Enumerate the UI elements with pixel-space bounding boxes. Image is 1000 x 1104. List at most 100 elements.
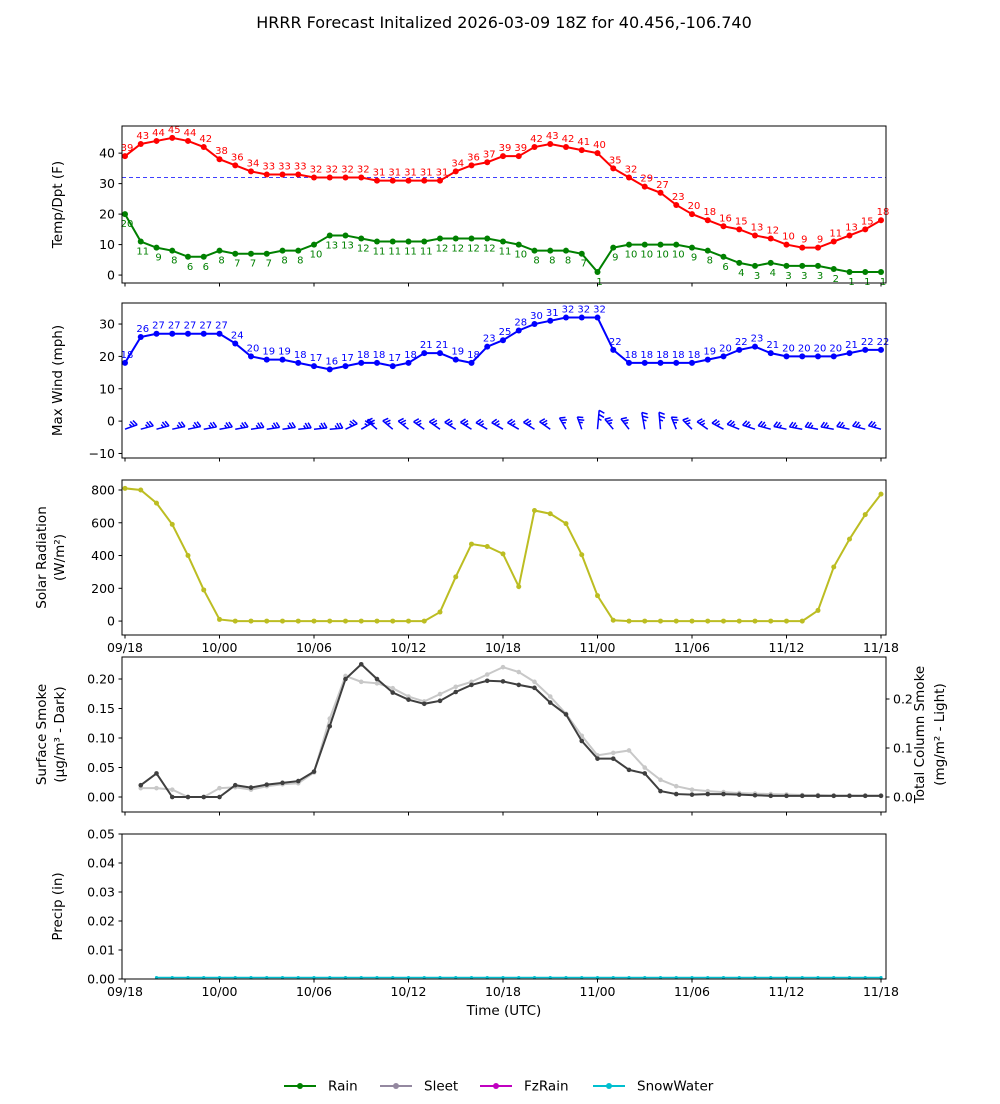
data-point	[295, 171, 302, 178]
data-point	[201, 794, 207, 800]
chart-title: HRRR Forecast Initalized 2026-03-09 18Z …	[256, 13, 752, 32]
data-point	[532, 685, 537, 691]
point-label: 17	[341, 353, 354, 364]
point-label: 18	[294, 350, 307, 361]
data-point	[328, 975, 332, 980]
data-point	[374, 676, 380, 682]
data-point	[216, 247, 223, 254]
point-label: 20	[829, 343, 842, 354]
point-label: 20	[247, 343, 260, 354]
wind-barb	[397, 417, 409, 430]
y-tick-label: 600	[91, 515, 115, 530]
point-label: 32	[577, 305, 590, 316]
data-point	[200, 253, 207, 260]
data-point	[342, 232, 349, 239]
wind-barb	[507, 418, 520, 430]
data-point	[610, 750, 616, 756]
data-point	[453, 574, 459, 580]
data-point	[846, 269, 853, 276]
data-point	[720, 353, 727, 360]
data-point	[846, 232, 853, 239]
data-point	[279, 356, 286, 363]
wind-barb	[757, 420, 771, 430]
point-label: 36	[231, 152, 244, 163]
point-label: 32	[625, 165, 638, 176]
wind-barb	[576, 416, 585, 430]
data-point	[405, 238, 412, 245]
wind-barb	[156, 420, 170, 430]
data-point	[847, 536, 852, 542]
point-label: 21	[766, 340, 779, 351]
data-point	[248, 353, 254, 360]
data-point	[154, 500, 159, 506]
data-point	[153, 137, 160, 144]
data-point	[311, 241, 317, 248]
point-label: 19	[278, 347, 291, 358]
data-point	[358, 618, 364, 624]
data-point	[169, 330, 176, 337]
data-point	[736, 792, 742, 797]
data-point	[390, 618, 396, 624]
point-label: 36	[467, 152, 480, 163]
data-point	[311, 769, 317, 774]
x-tick-label: 10/18	[485, 640, 521, 655]
data-point	[452, 168, 459, 175]
data-point	[706, 975, 710, 980]
data-point	[138, 782, 144, 788]
wind-barb	[773, 421, 787, 430]
data-point	[878, 793, 884, 799]
data-point	[594, 314, 601, 321]
data-point	[374, 618, 380, 624]
data-point	[358, 661, 364, 667]
data-point	[248, 785, 254, 790]
data-point	[326, 232, 333, 239]
data-point	[611, 975, 615, 980]
point-label: 8	[533, 256, 539, 267]
wind-barb	[620, 416, 630, 430]
data-point	[673, 618, 679, 624]
data-point	[579, 552, 585, 558]
point-label: 18	[672, 350, 685, 361]
wind-barb	[804, 421, 819, 430]
wind-barb	[219, 421, 233, 430]
point-label: 32	[593, 305, 606, 316]
data-point	[391, 975, 395, 980]
data-point	[862, 793, 868, 799]
data-point	[736, 226, 743, 233]
point-label: 44	[184, 128, 197, 139]
y-axis-label: Precip (in)	[50, 872, 66, 940]
wind-barb	[360, 418, 373, 430]
chart-legend: Rain Sleet FzRain SnowWater	[284, 1079, 714, 1095]
data-point	[216, 330, 223, 337]
data-point	[547, 511, 553, 517]
y-tick-label: 10	[99, 237, 115, 252]
data-point	[689, 359, 695, 366]
data-point	[421, 701, 427, 707]
point-label: 27	[184, 321, 197, 332]
point-label: 19	[451, 347, 464, 358]
data-point	[658, 975, 663, 980]
series-line	[140, 662, 881, 799]
data-point	[454, 975, 458, 980]
axes-frame	[121, 302, 887, 459]
wind-barb	[428, 418, 441, 430]
y-tick-label: −10	[89, 446, 115, 461]
legend-entry-sleet: Sleet	[380, 1079, 458, 1095]
data-point	[515, 241, 522, 248]
point-label: 35	[609, 155, 622, 166]
y-tick-label: 0.15	[87, 701, 115, 716]
x-tick-label: 10/00	[201, 984, 237, 999]
data-point	[452, 356, 459, 363]
point-label: 18	[688, 350, 701, 361]
point-label: 32	[341, 165, 354, 176]
point-label: 3	[785, 271, 791, 282]
point-label: 12	[483, 243, 496, 254]
wind-barb	[604, 416, 614, 430]
data-point	[232, 250, 239, 257]
y-axis-label: (µg/m³ - Dark)	[52, 686, 68, 782]
point-label: 7	[266, 259, 272, 270]
data-point	[863, 975, 867, 980]
data-point	[484, 343, 491, 350]
data-point	[657, 241, 664, 248]
